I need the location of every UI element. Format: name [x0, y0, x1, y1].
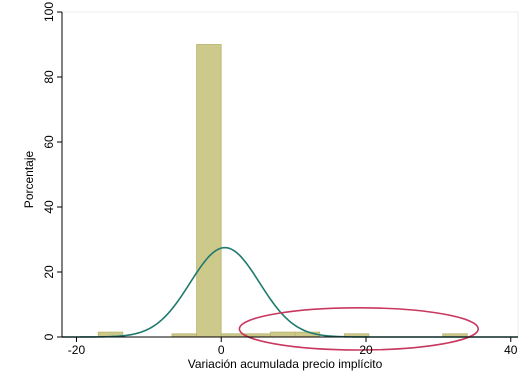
x-axis-label: Variación acumulada precio implícito	[188, 357, 383, 371]
y-tick-label: 60	[42, 135, 56, 149]
x-tick-label: 0	[218, 343, 225, 357]
y-axis-label: Porcentaje	[22, 150, 36, 208]
plot-area	[61, 11, 519, 338]
x-tick-label: 20	[359, 343, 373, 357]
y-tick-label: 40	[42, 200, 56, 214]
y-tick-label: 80	[42, 70, 56, 84]
y-tick-label: 100	[42, 2, 56, 22]
bars-group	[97, 44, 468, 338]
axes-group: -20 0 20 40 0 20 40 60 80 100	[42, 2, 518, 357]
x-tick-label: -20	[68, 343, 86, 357]
highlight-ellipse	[238, 306, 479, 351]
y-tick-label: 0	[42, 333, 56, 340]
x-tick-label: 40	[504, 343, 518, 357]
y-tick-label: 20	[42, 265, 56, 279]
histogram-bar	[196, 44, 222, 338]
histogram-bar	[270, 331, 296, 338]
